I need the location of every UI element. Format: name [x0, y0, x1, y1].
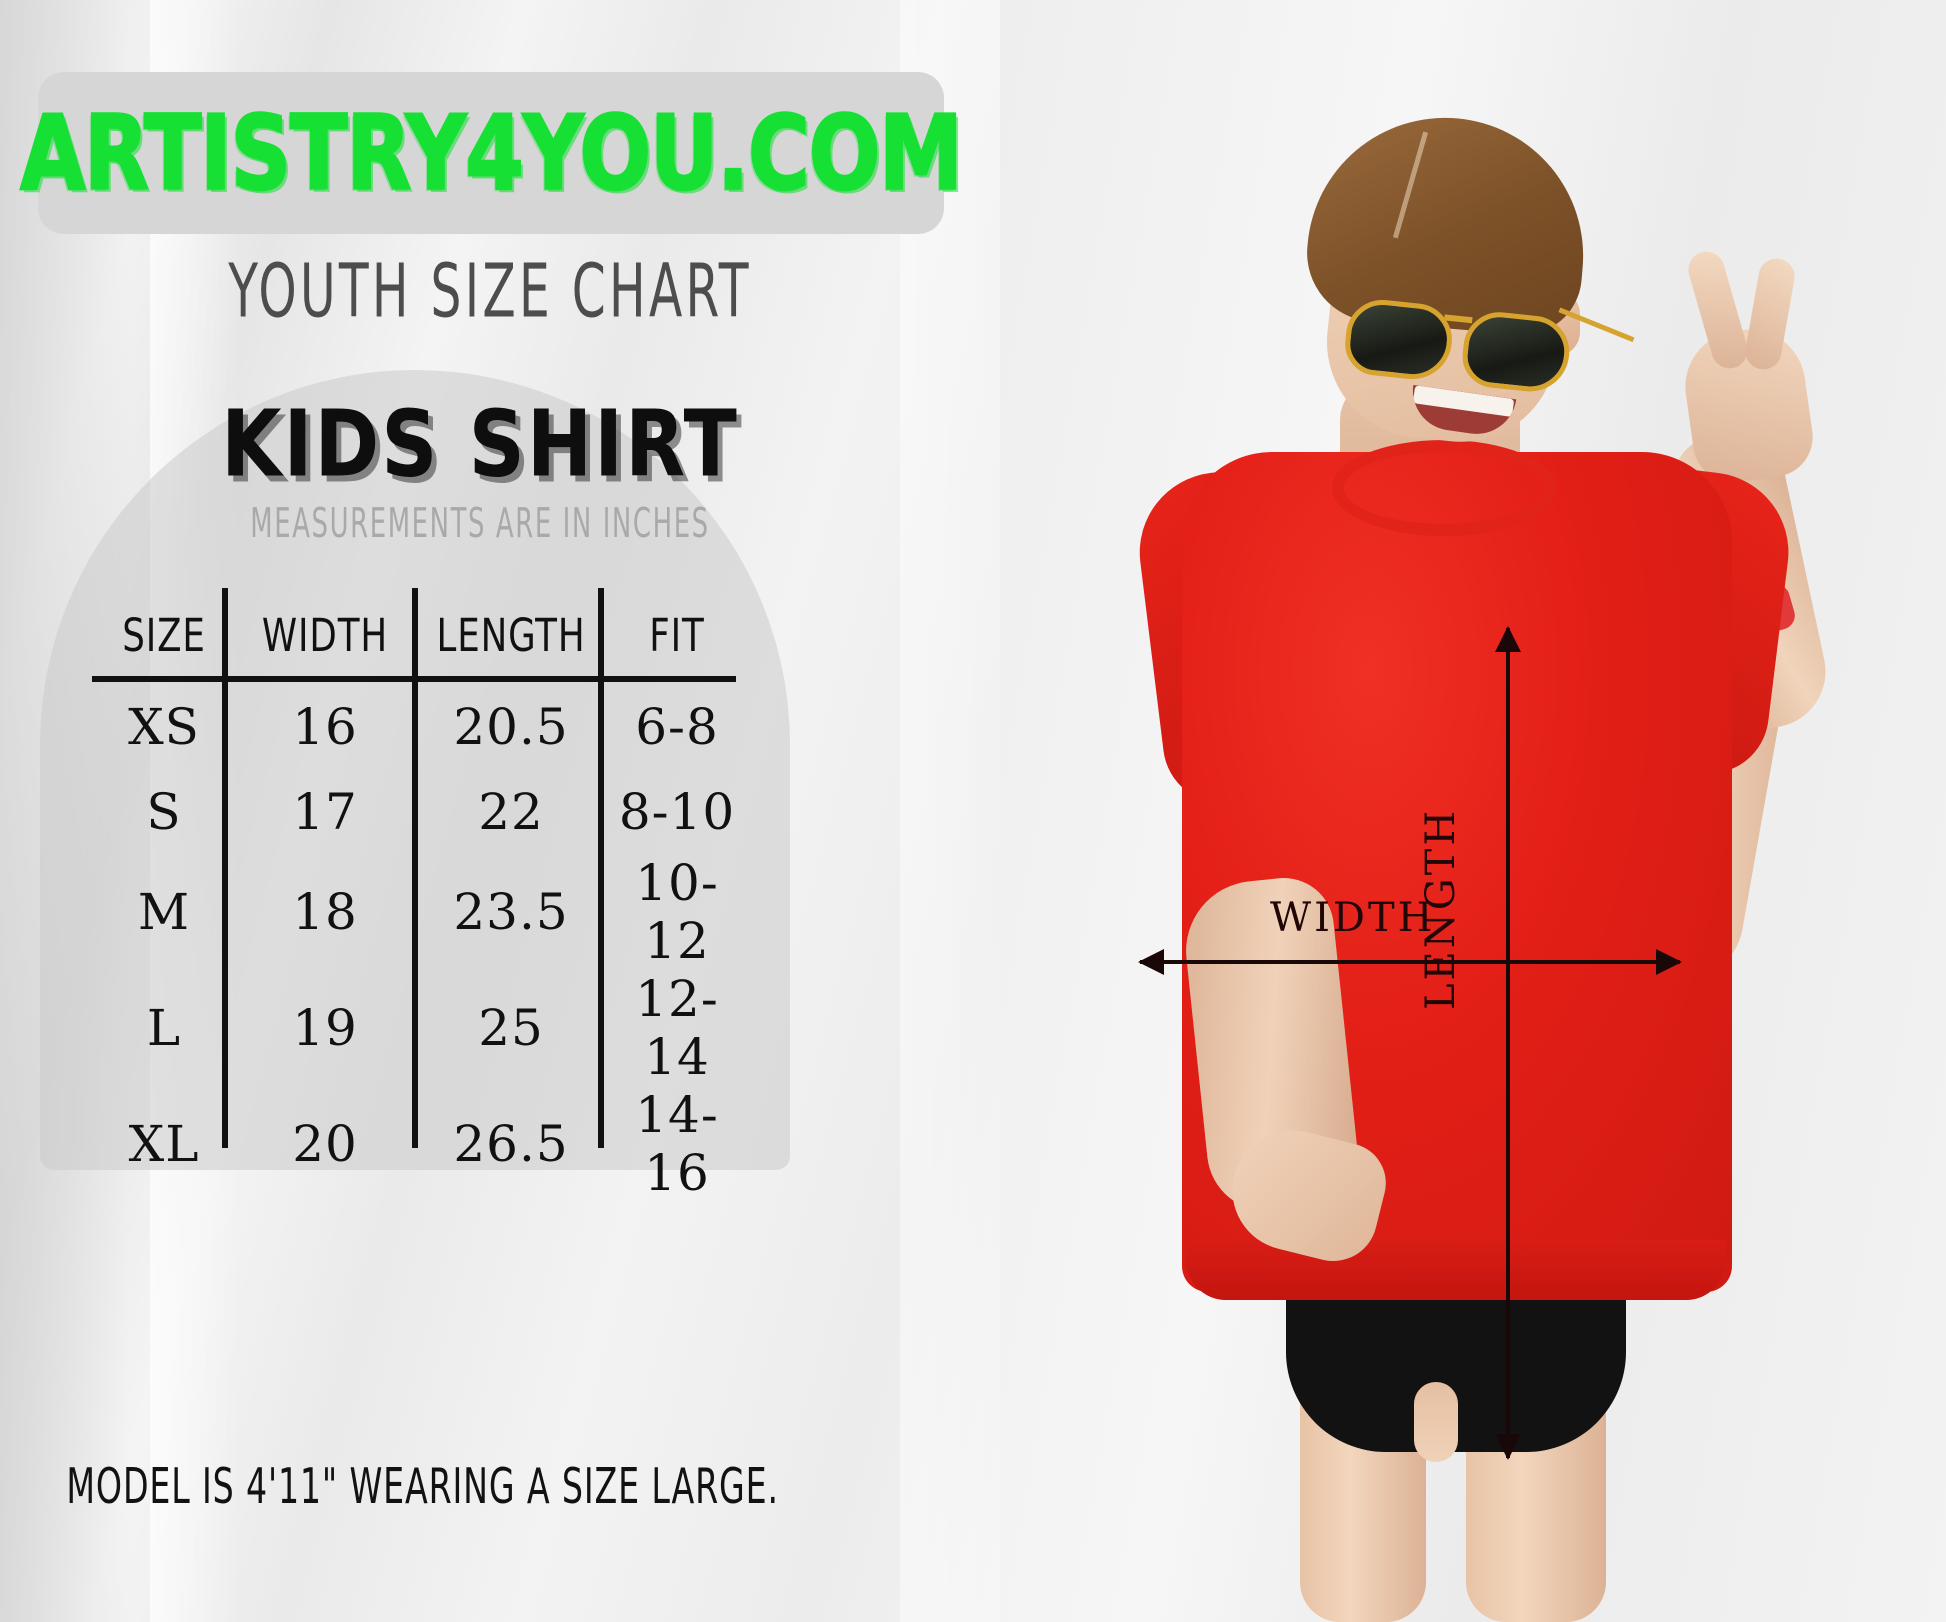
column-header-fit: FIT: [649, 608, 705, 662]
panel-heading: KIDS SHIRT: [221, 391, 739, 499]
table-row: XS 16 20.5 6-8: [96, 684, 750, 769]
sunglasses-lens-left: [1342, 296, 1456, 384]
cell-width: 16: [292, 697, 358, 756]
cell-length: 25: [478, 999, 544, 1057]
logo-plate: [38, 72, 944, 234]
sunglasses-lens-right: [1459, 308, 1573, 396]
cell-size: S: [146, 782, 182, 841]
shirt-collar: [1332, 440, 1556, 536]
size-chart-table: SIZE WIDTH LENGTH FIT XS 16 20.5 6-8 S 1…: [96, 586, 750, 1203]
table-row: S 17 22 8-10: [96, 769, 750, 854]
column-header-length: LENGTH: [436, 608, 586, 662]
cell-size: M: [137, 883, 191, 941]
cell-fit: 14-16: [635, 1086, 719, 1202]
model-shorts-gap: [1414, 1382, 1458, 1462]
table-row: M 18 23.5 10-12: [96, 854, 750, 970]
cell-width: 18: [292, 883, 358, 941]
page-title: YOUTH SIZE CHART: [228, 248, 752, 335]
shirt-hem: [1186, 1240, 1726, 1300]
table-column-divider-2: [412, 588, 418, 1148]
cell-fit: 8-10: [618, 782, 736, 841]
cell-fit: 10-12: [635, 854, 719, 970]
cell-fit: 6-8: [635, 697, 719, 756]
cell-length: 23.5: [453, 883, 569, 941]
column-header-width: WIDTH: [261, 608, 389, 662]
table-row: L 19 25 12-14: [96, 970, 750, 1086]
table-column-divider-1: [222, 588, 228, 1148]
column-header-size: SIZE: [122, 608, 206, 662]
cell-size: L: [146, 999, 182, 1057]
sunglasses-bridge: [1444, 314, 1473, 324]
length-measure-label: LENGTH: [1418, 807, 1464, 1010]
width-measure-label: WIDTH: [1270, 895, 1436, 941]
table-header-row: SIZE WIDTH LENGTH FIT: [96, 586, 750, 684]
table-column-divider-3: [598, 588, 604, 1148]
length-measure-arrow-icon: [1495, 626, 1521, 1460]
cell-length: 26.5: [453, 1115, 569, 1173]
cell-width: 19: [292, 999, 358, 1057]
cell-fit: 12-14: [635, 970, 719, 1086]
width-measure-arrow-icon: [1138, 949, 1682, 975]
cell-size: XL: [128, 1115, 200, 1173]
cell-width: 20: [292, 1115, 358, 1173]
cell-length: 20.5: [453, 697, 569, 756]
brand-logo-text: ARTISTRY4YOU.COM: [19, 92, 964, 214]
cell-width: 17: [292, 782, 358, 841]
table-row: XL 20 26.5 14-16: [96, 1086, 750, 1202]
model-footnote: MODEL IS 4'11" WEARING A SIZE LARGE.: [66, 1458, 779, 1516]
panel-subheading: MEASUREMENTS ARE IN INCHES: [250, 500, 710, 548]
model-photo: [1000, 0, 1946, 1622]
cell-length: 22: [478, 782, 544, 841]
cell-size: XS: [128, 697, 200, 756]
